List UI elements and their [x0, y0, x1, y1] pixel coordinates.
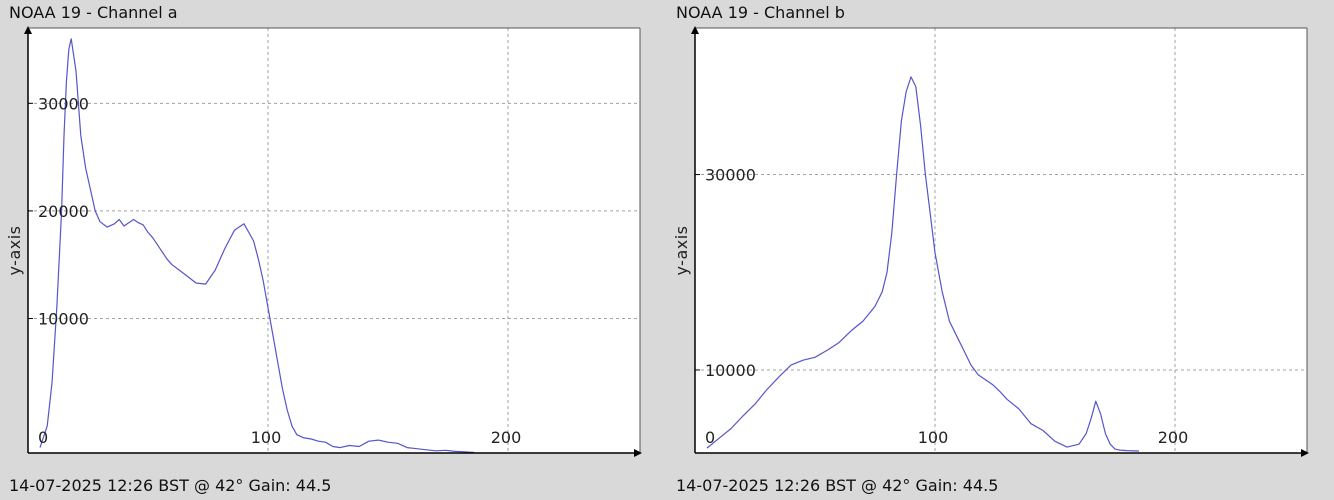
- x-axis-arrow-icon: [1301, 449, 1309, 457]
- y-tick-label: 10000: [705, 361, 756, 380]
- chart-footer-status: 14-07-2025 12:26 BST @ 42° Gain: 44.5: [676, 476, 999, 495]
- chart-plot-a: 0 100 200 10000 20000 30000 y-axis: [5, 26, 642, 457]
- chart-panel-a: NOAA 19 - Channel a 0 100 200 10000 20000 300…: [5, 3, 642, 495]
- x-axis-arrow-icon: [634, 449, 642, 457]
- y-tick-label: 30000: [705, 166, 756, 185]
- chart-title: NOAA 19 - Channel a: [9, 3, 178, 22]
- plot-area: [28, 28, 640, 453]
- chart-plot-b: 0 100 200 10000 30000 y-axis: [672, 26, 1309, 457]
- chart-footer-status: 14-07-2025 12:26 BST @ 42° Gain: 44.5: [9, 476, 332, 495]
- y-axis-label: y-axis: [5, 225, 24, 275]
- y-axis-label: y-axis: [672, 225, 691, 275]
- y-tick-label: 20000: [38, 202, 89, 221]
- x-tick-label: 100: [918, 428, 949, 447]
- y-axis-arrow-icon: [24, 26, 32, 34]
- x-tick-label: 0: [38, 428, 48, 447]
- data-series-line: [39, 38, 475, 454]
- x-tick-label: 100: [251, 428, 282, 447]
- x-tick-label: 0: [705, 428, 715, 447]
- plot-area: [695, 28, 1307, 453]
- y-tick-label: 10000: [38, 310, 89, 329]
- data-series-line: [706, 76, 1140, 452]
- y-tick-label: 30000: [38, 94, 89, 113]
- chart-title: NOAA 19 - Channel b: [676, 3, 845, 22]
- x-tick-label: 200: [491, 428, 522, 447]
- y-axis-arrow-icon: [691, 26, 699, 34]
- chart-panel-b: NOAA 19 - Channel b 0 100 200 10000 30000 y-a…: [667, 0, 1334, 500]
- x-tick-label: 200: [1158, 428, 1189, 447]
